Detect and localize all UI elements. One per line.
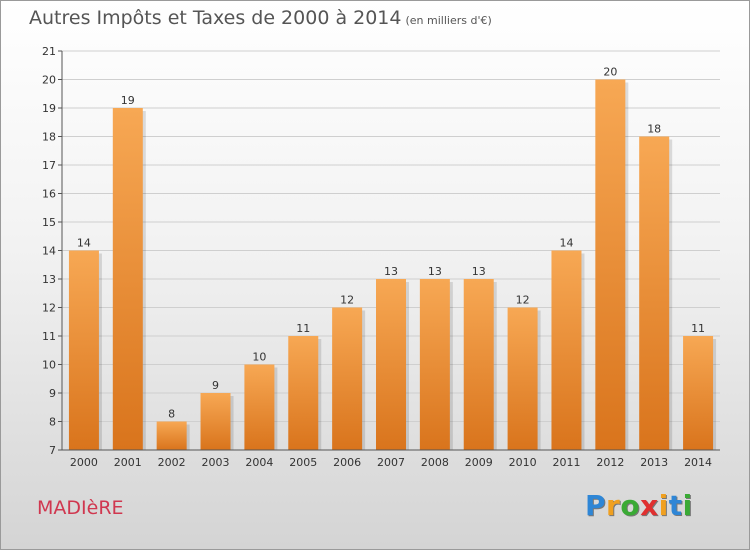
chart-title-main: Autres Impôts et Taxes de 2000 à 2014 [29,7,402,29]
bar-2010[interactable] [507,307,538,451]
y-tick-label: 19 [42,102,56,115]
x-tick-label: 2006 [333,456,361,469]
y-tick-label: 16 [42,188,56,201]
proxiti-logo[interactable]: Proxiti [585,489,693,522]
data-label: 18 [647,123,661,136]
x-tick-label: 2002 [158,456,186,469]
y-tick-label: 12 [42,302,56,315]
bar-2014[interactable] [683,336,714,450]
data-label: 11 [296,322,310,335]
data-label: 8 [168,408,175,421]
logo-letter: o [620,489,641,522]
data-label: 11 [691,322,705,335]
y-tick-label: 21 [42,45,56,58]
data-label: 20 [603,66,617,79]
bar-2005[interactable] [288,336,319,450]
x-tick-label: 2003 [202,456,230,469]
bar-2012[interactable] [595,79,626,451]
logo-letter: i [658,489,669,522]
data-label: 10 [252,351,266,364]
y-tick-labels: 7 8 9 10 11 12 13 14 15 16 17 18 19 20 21 [42,45,56,457]
data-label: 14 [559,237,573,250]
bar-2006[interactable] [332,307,363,451]
data-label: 13 [472,265,486,278]
bar-2007[interactable] [376,279,406,450]
bars [68,79,717,451]
x-tick-label: 2009 [465,456,493,469]
bar-2002[interactable] [156,421,187,451]
y-tick-label: 11 [42,330,56,343]
x-tick-label: 2010 [509,456,537,469]
y-tick-label: 8 [49,416,56,429]
data-label: 14 [77,237,91,250]
logo-letter: x [640,489,659,522]
x-tick-label: 2011 [552,456,580,469]
x-tick-label: 2000 [70,456,98,469]
y-tick-label: 18 [42,131,56,144]
y-tick-label: 15 [42,216,56,229]
bar-2001[interactable] [112,108,143,450]
chart-subtitle: (en milliers d'€) [405,14,492,27]
logo-letter: i [682,489,693,522]
bar-2003[interactable] [200,393,231,450]
y-tick-label: 7 [49,444,56,457]
logo-letter: P [585,489,607,522]
chart-title: Autres Impôts et Taxes de 2000 à 2014 (en… [29,7,492,29]
y-tick-label: 13 [42,273,56,286]
y-tick-label: 17 [42,159,56,172]
bar-2000[interactable] [68,250,99,451]
y-tick-label: 10 [42,359,56,372]
y-tick-label: 9 [49,387,56,400]
x-tick-label: 2014 [684,456,712,469]
x-tick-label: 2005 [289,456,317,469]
bar-2009[interactable] [463,279,494,450]
x-tick-labels: 2000 2001 2002 2003 2004 2005 2006 2007 2008 2009… [70,456,712,469]
data-label: 13 [428,265,442,278]
x-tick-label: 2007 [377,456,405,469]
x-tick-label: 2001 [114,456,142,469]
x-tick-label: 2013 [640,456,668,469]
data-labels: 14 19 8 9 10 11 12 13 13 13 12 14 20 18 11 [77,66,705,421]
bar-2013[interactable] [639,136,670,451]
axes [58,50,720,451]
bar-2008[interactable] [419,279,450,450]
bar-2011[interactable] [551,250,582,451]
x-tick-label: 2004 [245,456,273,469]
town-name: MADIèRE [37,497,124,519]
bar-2004[interactable] [244,364,275,451]
y-tick-label: 14 [42,245,56,258]
data-label: 12 [340,294,354,307]
data-label: 19 [121,94,135,107]
data-label: 13 [384,265,398,278]
x-tick-label: 2012 [596,456,624,469]
x-tick-label: 2008 [421,456,449,469]
logo-letter: t [668,489,683,522]
y-tick-label: 20 [42,74,56,87]
data-label: 9 [212,379,219,392]
data-label: 12 [516,294,530,307]
logo-letter: r [606,489,621,522]
